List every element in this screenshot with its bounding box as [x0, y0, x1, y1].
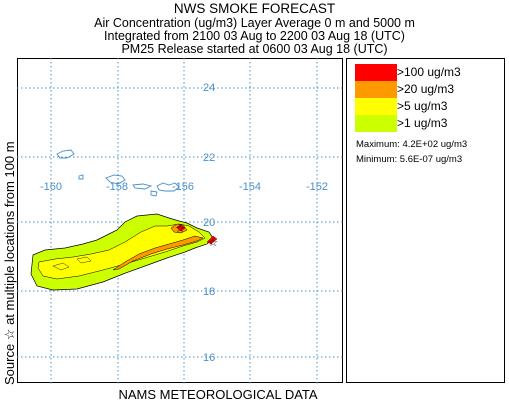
- legend-swatch: [355, 64, 397, 81]
- coastlines: [56, 149, 180, 197]
- legend-label: >100 ug/m3: [397, 65, 461, 79]
- legend-swatch: [355, 115, 397, 132]
- molokai-coast: [132, 183, 153, 190]
- legend-label: >5 ug/m3: [397, 99, 448, 113]
- lon-label-152: -152: [306, 181, 328, 193]
- smoke-map: ☆ ☆ 24 22 20 18 16 -160 -158 -156 -154 -…: [17, 58, 343, 384]
- legend-item-5: >5 ug/m3: [355, 98, 505, 115]
- oahu-coast: [105, 174, 126, 185]
- legend-swatch: [355, 81, 397, 98]
- niihau-coast: [78, 174, 84, 180]
- legend-label: >1 ug/m3: [397, 116, 448, 130]
- page-title: NWS SMOKE FORECAST: [173, 1, 336, 16]
- integration-subtitle: Integrated from 2100 03 Aug to 2200 03 A…: [104, 29, 405, 43]
- kauai-coast: [56, 149, 75, 159]
- maui-coast: [156, 182, 180, 192]
- lat-label-20: 20: [203, 217, 215, 229]
- plume-contour-detail: [52, 256, 92, 271]
- release-subtitle: PM25 Release started at 0600 03 Aug 18 (…: [121, 42, 388, 56]
- plume-100ug-source: [206, 235, 218, 245]
- lon-label-156: -156: [172, 181, 194, 193]
- legend-panel: >100 ug/m3 >20 ug/m3 >5 ug/m3 >1 ug/m3 M…: [346, 58, 505, 383]
- maximum-value: Maximum: 4.2E+02 ug/m3: [356, 139, 468, 150]
- source-star-icon: ☆: [208, 236, 218, 249]
- map-frame: [17, 58, 343, 383]
- legend-item-1: >1 ug/m3: [355, 115, 505, 132]
- plume-100ug-north: [176, 224, 186, 232]
- lon-label-158: -158: [106, 181, 128, 193]
- legend-item-20: >20 ug/m3: [355, 81, 505, 98]
- legend-swatch: [355, 98, 397, 115]
- grid-labels: 24 22 20 18 16 -160 -158 -156 -154 -152: [40, 82, 328, 364]
- smoke-plume: [30, 213, 218, 291]
- minimum-value: Minimum: 5.6E-07 ug/m3: [356, 154, 463, 165]
- plume-20ug: [112, 235, 204, 271]
- source-label: Source ☆ at multiple locations from 100 …: [2, 141, 17, 385]
- source-star-icon: ☆: [175, 222, 185, 235]
- lat-label-18: 18: [203, 286, 215, 298]
- plume-5ug: [37, 223, 206, 280]
- legend-item-100: >100 ug/m3: [355, 64, 505, 81]
- lat-label-24: 24: [203, 82, 215, 94]
- lat-label-16: 16: [203, 352, 215, 364]
- lon-label-154: -154: [239, 181, 261, 193]
- concentration-subtitle: Air Concentration (ug/m3) Layer Average …: [94, 16, 415, 30]
- data-source-footer: NAMS METEOROLOGICAL DATA: [118, 387, 318, 402]
- lon-label-160: -160: [40, 181, 62, 193]
- lanai-coast: [150, 190, 158, 197]
- lat-label-22: 22: [203, 152, 215, 164]
- source-markers: ☆ ☆: [175, 222, 218, 249]
- legend-label: >20 ug/m3: [397, 82, 455, 96]
